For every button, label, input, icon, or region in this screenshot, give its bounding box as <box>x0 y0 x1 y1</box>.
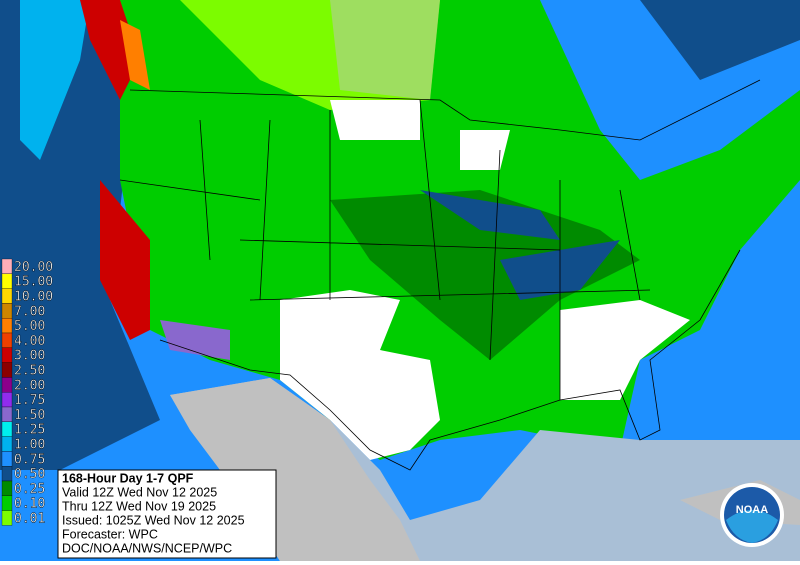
legend-label: 2.00 <box>14 378 45 393</box>
legend-label: 0.75 <box>14 452 45 467</box>
logo-text: NOAA <box>736 504 768 516</box>
dry-area <box>460 130 510 170</box>
legend-label: 0.25 <box>14 482 45 497</box>
legend-swatch <box>1 436 13 452</box>
pacific-field <box>20 0 90 160</box>
info-title: 168-Hour Day 1-7 QPF <box>62 471 194 485</box>
state-border <box>119 99 651 400</box>
legend-swatch <box>1 480 13 496</box>
legend-swatch <box>1 392 13 408</box>
info-line: Issued: 1025Z Wed Nov 12 2025 <box>62 513 245 527</box>
legend-label: 0.10 <box>14 497 45 512</box>
border <box>129 79 761 141</box>
legend-label: 1.75 <box>14 393 45 408</box>
legend-label: 1.50 <box>14 408 45 423</box>
legend-swatch <box>1 451 13 467</box>
legend-label: 0.50 <box>14 467 45 482</box>
arizona-field <box>160 320 230 360</box>
info-line: Thru 12Z Wed Nov 19 2025 <box>62 499 216 513</box>
legend-swatch <box>1 421 13 437</box>
legend-label: 0.01 <box>14 512 45 527</box>
legend-swatch <box>1 495 13 511</box>
legend-label: 3.00 <box>14 349 45 364</box>
dry-area <box>560 300 690 400</box>
legend-swatch <box>1 347 13 363</box>
dry-area <box>330 100 420 140</box>
info-box-background <box>57 469 277 559</box>
legend-swatch <box>1 303 13 319</box>
legend-swatch <box>1 466 13 482</box>
legend-swatch <box>1 510 13 526</box>
legend-swatch <box>1 377 13 393</box>
legend-swatch <box>1 288 13 304</box>
legend-swatch <box>1 273 13 289</box>
legend-label: 1.25 <box>14 423 45 438</box>
info-line: Forecaster: WPC <box>62 527 158 541</box>
legend-label: 5.00 <box>14 319 45 334</box>
legend-label: 2.50 <box>14 364 45 379</box>
legend-swatch <box>1 362 13 378</box>
cascade-field <box>120 20 150 90</box>
info-box: 168-Hour Day 1-7 QPF Valid 12Z Wed Nov 1… <box>57 469 277 559</box>
legend-swatch <box>1 258 13 274</box>
legend: 20.0015.0010.007.005.004.003.002.502.001… <box>1 258 53 527</box>
legend-label: 20.00 <box>14 260 53 275</box>
legend-label: 4.00 <box>14 334 45 349</box>
sierra-field <box>100 180 150 340</box>
legend-label: 15.00 <box>14 275 53 290</box>
noaa-logo: NOAA <box>720 483 784 547</box>
northeast-field <box>640 0 800 80</box>
border <box>159 249 741 471</box>
info-line: DOC/NOAA/NWS/NCEP/WPC <box>62 541 232 555</box>
legend-label: 10.00 <box>14 290 53 305</box>
legend-swatch <box>1 318 13 334</box>
legend-swatch <box>1 406 13 422</box>
central-field <box>420 190 560 240</box>
dry-area <box>280 290 440 460</box>
central-field <box>330 190 640 360</box>
logo-wave <box>726 510 778 543</box>
info-line: Valid 12Z Wed Nov 12 2025 <box>62 485 217 499</box>
mexico <box>170 378 420 561</box>
legend-label: 7.00 <box>14 304 45 319</box>
legend-label: 1.00 <box>14 438 45 453</box>
legend-swatch <box>1 332 13 348</box>
canada <box>330 0 440 100</box>
